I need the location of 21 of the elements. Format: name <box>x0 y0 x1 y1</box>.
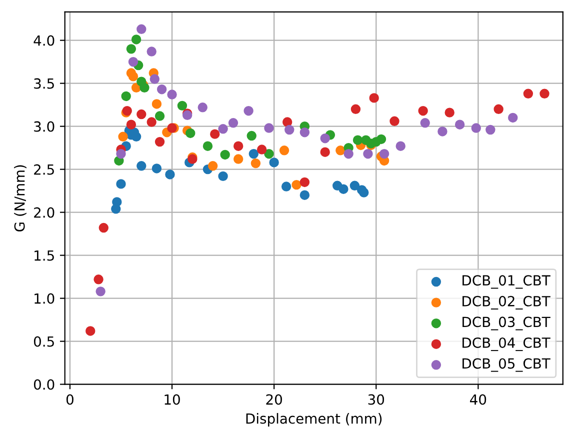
legend-label: DCB_02_CBT <box>462 296 550 310</box>
y-tick-label: 3.5 <box>34 78 54 89</box>
x-tick-label: 40 <box>470 394 486 405</box>
x-tick-label: 20 <box>266 394 282 405</box>
y-tick-label: 0.0 <box>34 379 54 390</box>
y-axis-title: G (N/mm) <box>14 165 26 232</box>
y-tick-label: 4.0 <box>34 35 54 46</box>
y-tick-label: 1.5 <box>34 250 54 261</box>
y-tick-label: 2.0 <box>34 207 54 218</box>
x-tick-label: 0 <box>66 394 74 405</box>
y-tick-label: 0.5 <box>34 336 54 347</box>
x-tick-label: 30 <box>368 394 384 405</box>
legend-label: DCB_03_CBT <box>462 316 550 330</box>
y-tick-label: 3.0 <box>34 121 54 132</box>
legend-label: DCB_01_CBT <box>462 275 550 289</box>
legend-label: DCB_05_CBT <box>462 358 550 372</box>
legend-label: DCB_04_CBT <box>462 337 550 352</box>
x-axis-title: Displacement (mm) <box>246 413 382 426</box>
y-tick-label: 1.0 <box>34 293 54 304</box>
x-tick-label: 10 <box>164 394 180 405</box>
y-tick-label: 2.5 <box>34 164 54 175</box>
